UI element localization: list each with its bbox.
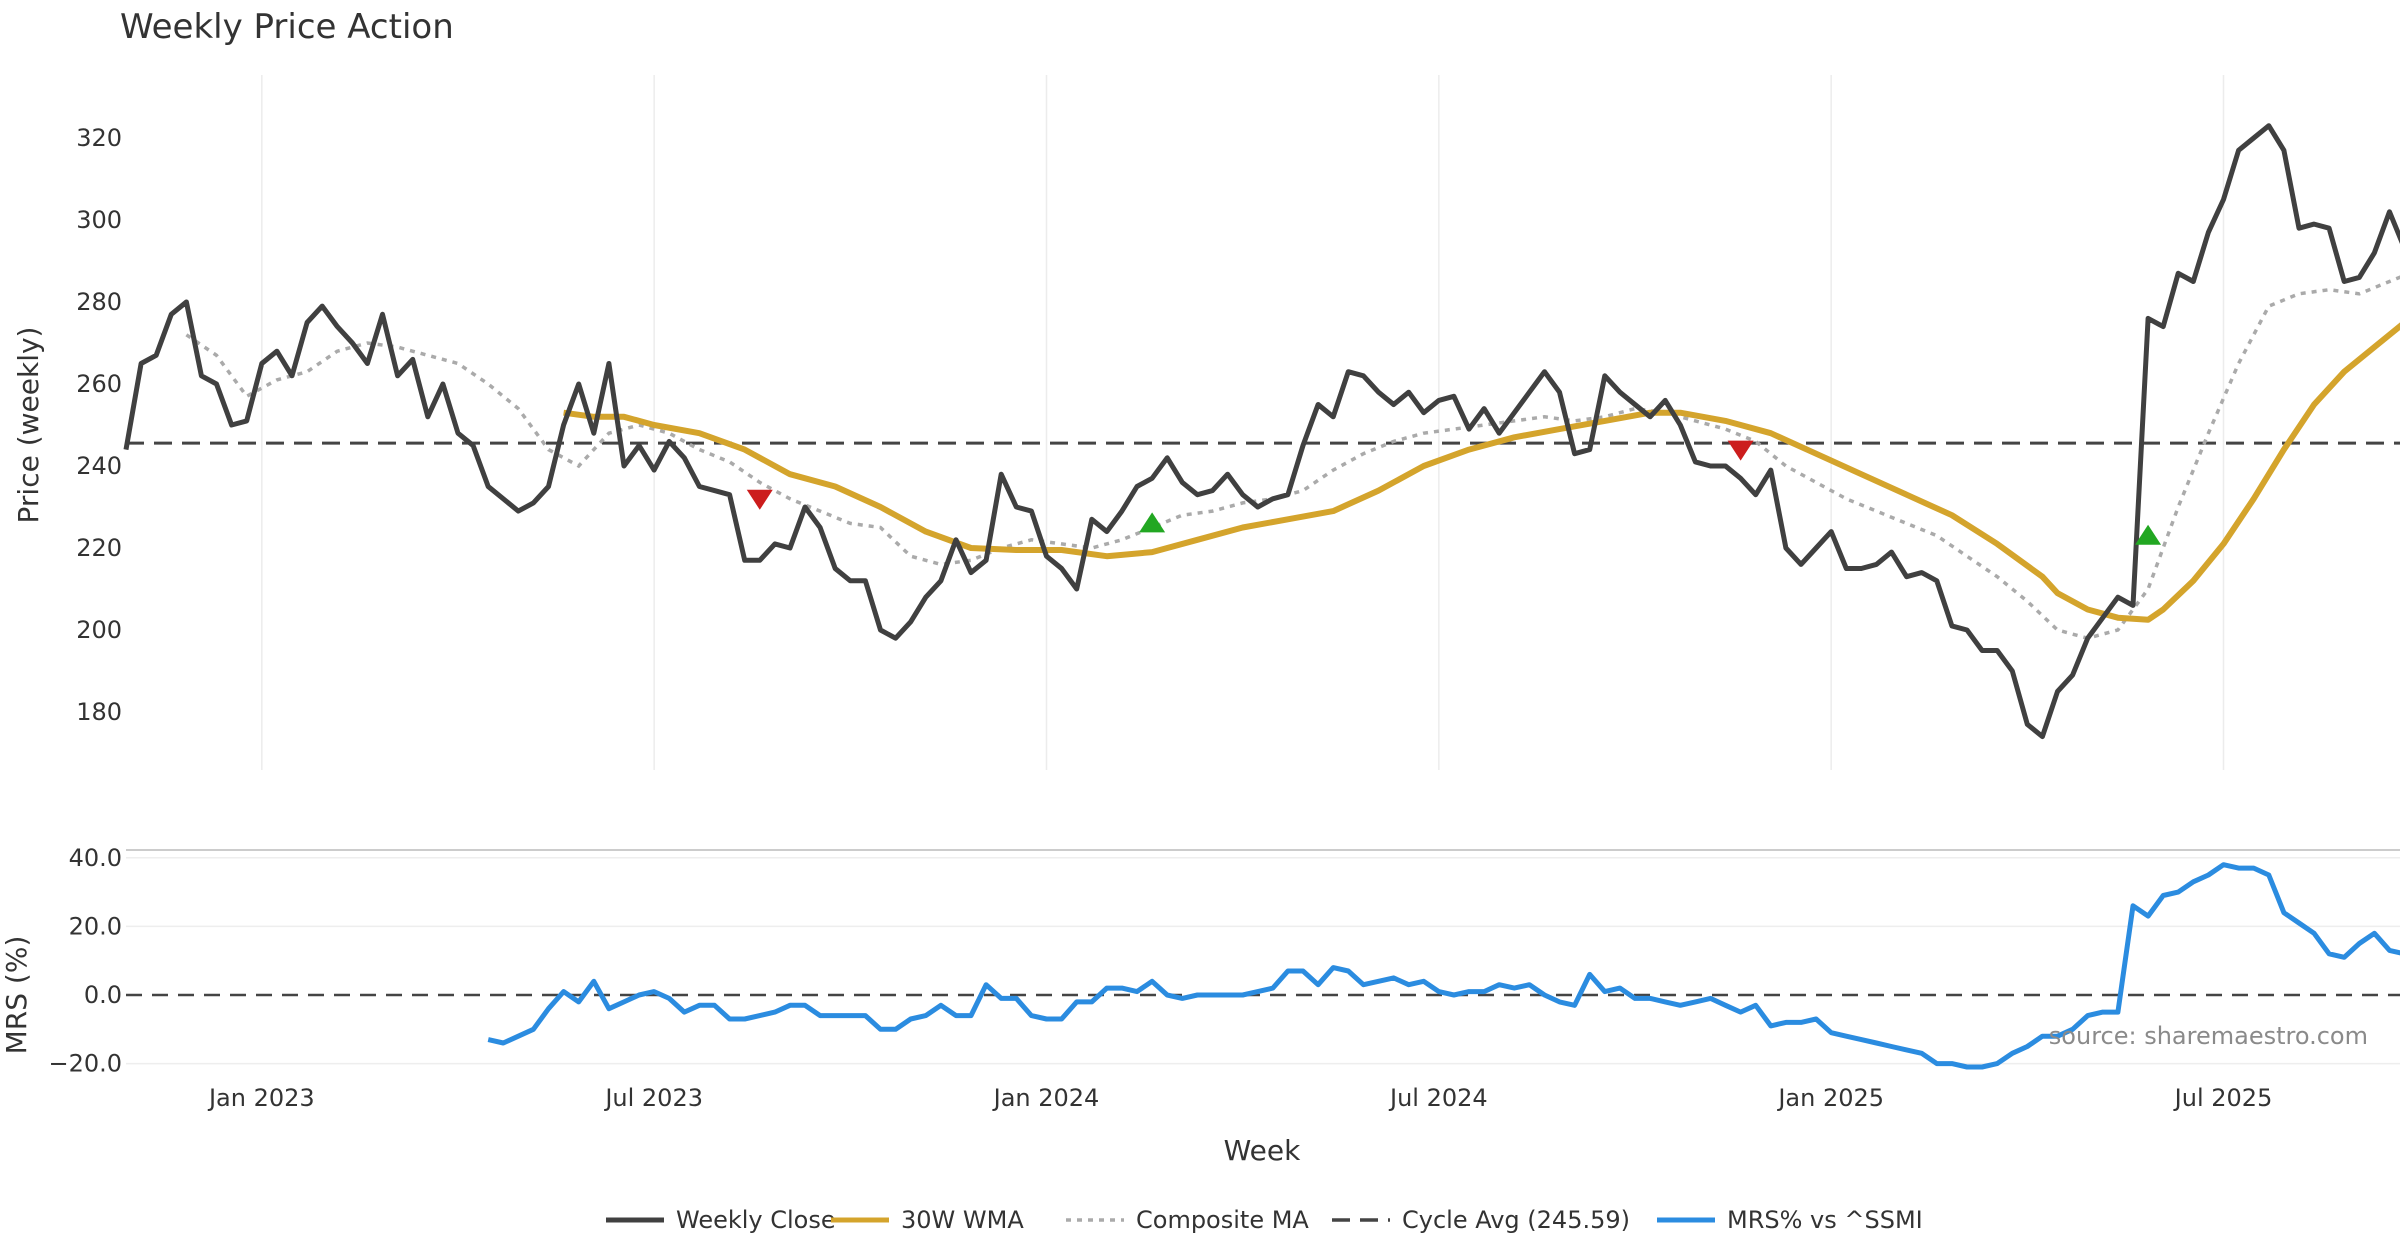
mrs-y-tick-label: 40.0 bbox=[69, 844, 122, 872]
mrs-panel: −20.0 0.0 20.0 40.0 MRS (%) source: sharema… bbox=[0, 844, 2400, 1078]
legend-item: MRS% vs ^SSMI bbox=[1657, 1206, 1923, 1234]
x-tick-label: Jul 2024 bbox=[1388, 1084, 1488, 1112]
price-y-tick-label: 200 bbox=[76, 616, 122, 644]
chart-title: Weekly Price Action bbox=[120, 7, 454, 47]
price-y-tick-label: 240 bbox=[76, 452, 122, 480]
weekly-close-line bbox=[123, 123, 2400, 740]
mrs-y-ticks: −20.0 0.0 20.0 40.0 bbox=[48, 844, 122, 1078]
x-axis-label: Week bbox=[1224, 1134, 1301, 1167]
price-y-tick-label: 180 bbox=[76, 698, 122, 726]
price-panel: 180 200 220 240 260 280 300 320 Price (weekly) bbox=[12, 75, 2400, 770]
composite-ma-line bbox=[185, 275, 2400, 641]
legend-label: Weekly Close bbox=[676, 1206, 836, 1234]
legend-label: 30W WMA bbox=[901, 1206, 1024, 1234]
mrs-y-tick-label: 0.0 bbox=[84, 981, 122, 1009]
price-y-axis-label: Price (weekly) bbox=[12, 327, 45, 524]
sell-signal-marker bbox=[1727, 440, 1754, 461]
legend: Weekly Close 30W WMA Composite MA Cycle Avg… bbox=[606, 1206, 1923, 1234]
price-y-tick-label: 300 bbox=[76, 206, 122, 234]
buy-signal-marker bbox=[2135, 524, 2162, 545]
legend-label: Cycle Avg (245.59) bbox=[1402, 1206, 1630, 1234]
price-grid bbox=[261, 75, 2225, 770]
legend-label: MRS% vs ^SSMI bbox=[1727, 1206, 1923, 1234]
price-y-tick-label: 220 bbox=[76, 534, 122, 562]
price-y-tick-label: 280 bbox=[76, 288, 122, 316]
x-tick-label: Jul 2025 bbox=[2173, 1084, 2273, 1112]
mrs-y-tick-label: −20.0 bbox=[48, 1050, 122, 1078]
legend-item: Composite MA bbox=[1066, 1206, 1309, 1234]
mrs-grid bbox=[126, 857, 2400, 1065]
legend-label: Composite MA bbox=[1136, 1206, 1309, 1234]
x-tick-label: Jan 2025 bbox=[1776, 1084, 1884, 1112]
x-tick-label: Jul 2023 bbox=[603, 1084, 703, 1112]
buy-signal-marker bbox=[1139, 512, 1166, 533]
legend-item: 30W WMA bbox=[831, 1206, 1024, 1234]
legend-item: Cycle Avg (245.59) bbox=[1332, 1206, 1630, 1234]
mrs-y-axis-label: MRS (%) bbox=[0, 936, 33, 1055]
x-tick-label: Jan 2024 bbox=[992, 1084, 1100, 1112]
mrs-y-tick-label: 20.0 bbox=[69, 912, 122, 940]
price-y-ticks: 180 200 220 240 260 280 300 320 bbox=[76, 124, 122, 726]
wma-30w-line bbox=[563, 322, 2400, 623]
x-ticks: Jan 2023 Jul 2023 Jan 2024 Jul 2024 Jan 2025… bbox=[207, 1084, 2272, 1112]
signal-markers bbox=[746, 440, 2162, 545]
legend-item: Weekly Close bbox=[606, 1206, 836, 1234]
price-y-tick-label: 260 bbox=[76, 370, 122, 398]
x-tick-label: Jan 2023 bbox=[207, 1084, 315, 1112]
sell-signal-marker bbox=[746, 489, 773, 510]
source-annotation: source: sharemaestro.com bbox=[2049, 1022, 2368, 1050]
price-y-tick-label: 320 bbox=[76, 124, 122, 152]
mrs-line bbox=[487, 862, 2400, 1070]
